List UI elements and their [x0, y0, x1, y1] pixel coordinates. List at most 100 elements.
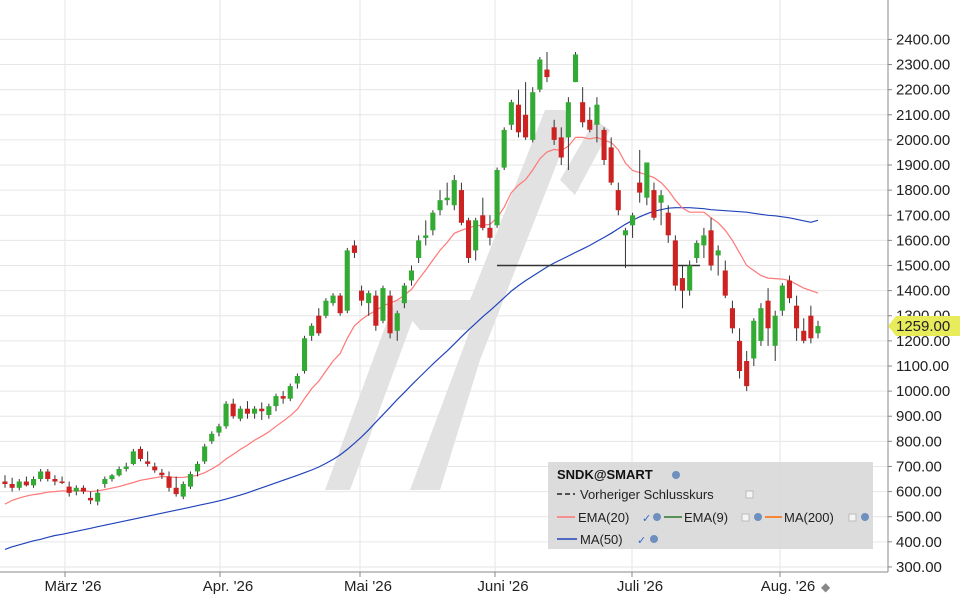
candle[interactable]	[52, 475, 58, 486]
candle[interactable]	[38, 468, 44, 482]
candle[interactable]	[687, 260, 693, 296]
scroll-arrow-icon[interactable]: ◆	[821, 580, 831, 594]
candle[interactable]	[679, 265, 685, 309]
candle[interactable]	[166, 471, 172, 492]
candle[interactable]	[9, 477, 15, 492]
candle[interactable]	[344, 247, 350, 314]
candle[interactable]	[701, 227, 707, 258]
candle[interactable]	[651, 182, 657, 221]
candle[interactable]	[729, 300, 735, 334]
candle[interactable]	[366, 290, 372, 316]
candle[interactable]	[487, 215, 493, 246]
candle[interactable]	[665, 205, 671, 243]
candle[interactable]	[95, 489, 101, 506]
candle[interactable]	[722, 260, 728, 299]
candle[interactable]	[565, 97, 571, 171]
candle[interactable]	[209, 431, 215, 444]
candle[interactable]	[637, 149, 643, 203]
settings-icon[interactable]	[754, 513, 762, 521]
check-icon[interactable]: ✓	[642, 512, 651, 525]
candle[interactable]	[473, 217, 479, 261]
candle[interactable]	[744, 350, 750, 392]
candle[interactable]	[715, 245, 721, 276]
candle[interactable]	[423, 220, 429, 246]
check-icon[interactable]: ✓	[637, 534, 646, 547]
candle[interactable]	[444, 182, 450, 206]
candle[interactable]	[801, 318, 807, 344]
candle[interactable]	[694, 240, 700, 263]
settings-icon[interactable]	[672, 471, 680, 479]
candle[interactable]	[815, 320, 821, 339]
candle[interactable]	[130, 448, 136, 466]
candle[interactable]	[573, 51, 579, 83]
candle[interactable]	[195, 461, 201, 477]
candle[interactable]	[2, 475, 8, 488]
candle[interactable]	[437, 190, 443, 216]
candle[interactable]	[137, 446, 143, 462]
candle[interactable]	[252, 406, 258, 419]
candle[interactable]	[508, 99, 514, 130]
candle[interactable]	[794, 295, 800, 341]
candle[interactable]	[244, 401, 250, 419]
candle[interactable]	[180, 481, 186, 500]
candle[interactable]	[622, 227, 628, 269]
candle[interactable]	[323, 298, 329, 319]
candle[interactable]	[501, 127, 507, 171]
candle[interactable]	[66, 481, 72, 497]
candle[interactable]	[737, 328, 743, 379]
candle[interactable]	[294, 373, 300, 389]
settings-icon[interactable]	[650, 535, 658, 543]
candle[interactable]	[408, 265, 414, 286]
candle[interactable]	[708, 217, 714, 271]
candle[interactable]	[394, 310, 400, 341]
candle[interactable]	[202, 443, 208, 464]
candle[interactable]	[266, 403, 272, 419]
candle[interactable]	[259, 402, 265, 420]
candle[interactable]	[515, 89, 521, 138]
settings-icon[interactable]	[653, 513, 661, 521]
settings-icon[interactable]	[861, 513, 869, 521]
candle[interactable]	[558, 127, 564, 166]
candle[interactable]	[530, 87, 536, 143]
candlesticks[interactable]	[2, 51, 821, 506]
candle[interactable]	[494, 167, 500, 228]
candle[interactable]	[287, 383, 293, 402]
candle[interactable]	[273, 393, 279, 412]
candle[interactable]	[45, 468, 51, 482]
checkbox-icon[interactable]	[745, 490, 754, 499]
candle[interactable]	[594, 97, 600, 143]
candle[interactable]	[772, 310, 778, 361]
candle[interactable]	[351, 240, 357, 258]
candle[interactable]	[230, 398, 236, 419]
candle[interactable]	[330, 293, 336, 306]
candle[interactable]	[373, 290, 379, 331]
candle[interactable]	[216, 423, 222, 437]
candle[interactable]	[116, 466, 122, 477]
candle[interactable]	[59, 476, 65, 485]
candle[interactable]	[337, 293, 343, 316]
candle[interactable]	[601, 127, 607, 166]
candle[interactable]	[580, 87, 586, 128]
candle[interactable]	[109, 473, 115, 482]
candle[interactable]	[123, 462, 129, 472]
candle[interactable]	[173, 476, 179, 497]
candle[interactable]	[672, 235, 678, 291]
candle[interactable]	[302, 335, 308, 374]
candle[interactable]	[237, 406, 243, 422]
candle[interactable]	[387, 290, 393, 339]
candle[interactable]	[102, 476, 108, 488]
candle[interactable]	[309, 323, 315, 341]
candle[interactable]	[88, 491, 94, 505]
candle[interactable]	[80, 485, 86, 495]
checkbox-icon[interactable]	[848, 513, 857, 522]
candle[interactable]	[551, 119, 557, 145]
candle[interactable]	[223, 401, 229, 429]
candle[interactable]	[31, 476, 37, 488]
checkbox-icon[interactable]	[741, 513, 750, 522]
candle[interactable]	[458, 182, 464, 226]
candle[interactable]	[751, 318, 757, 366]
candle[interactable]	[16, 479, 22, 491]
candle[interactable]	[359, 285, 365, 306]
candle[interactable]	[758, 303, 764, 346]
